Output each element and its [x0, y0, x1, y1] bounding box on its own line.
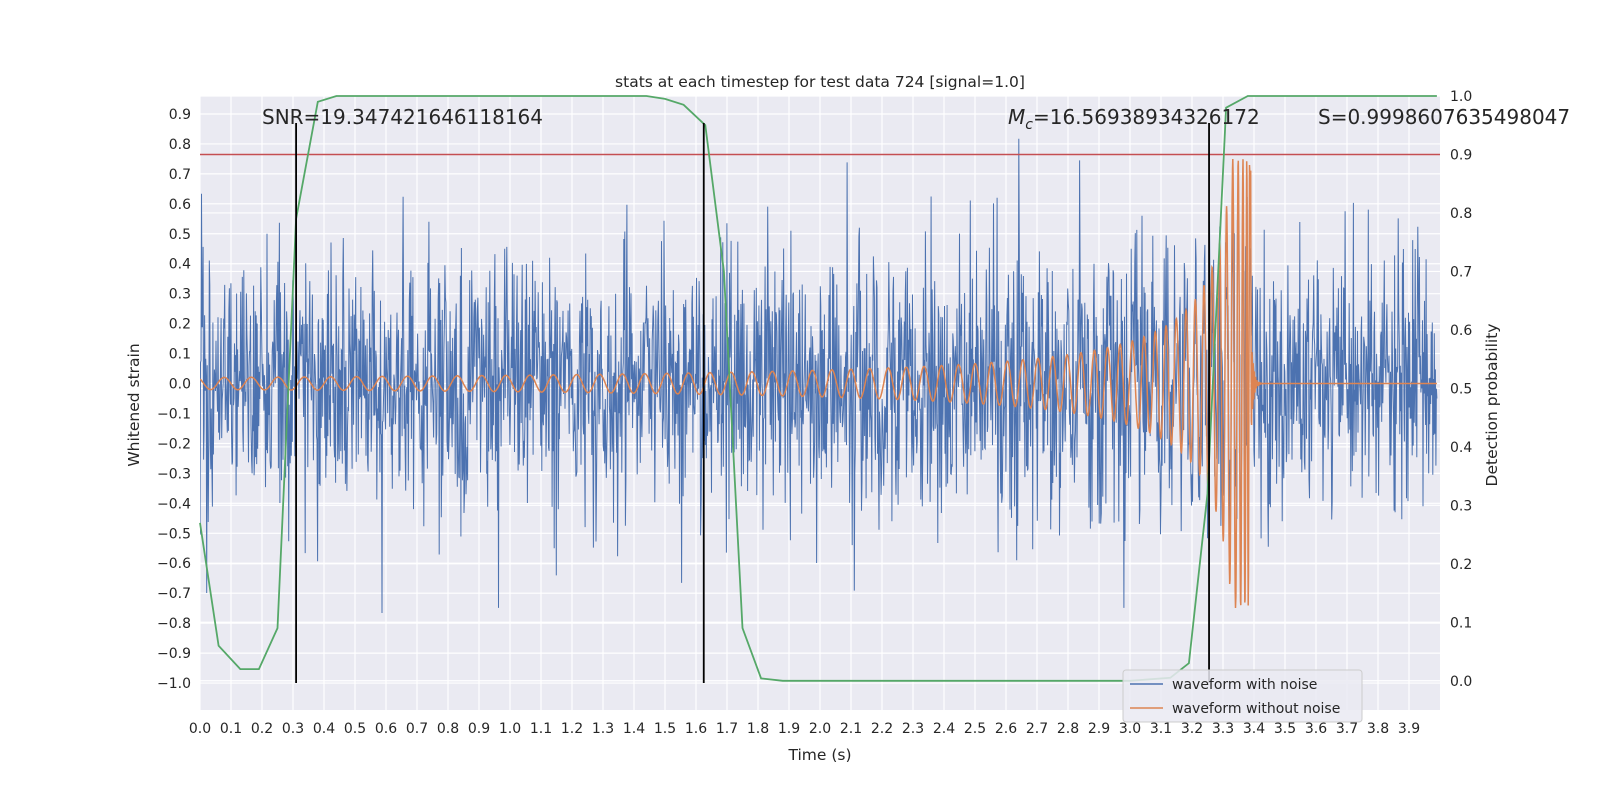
x-tick-label: 1.8	[747, 721, 769, 737]
legend-box	[1122, 669, 1363, 723]
x-tick-label: 3.8	[1367, 721, 1389, 737]
chart-title: stats at each timestep for test data 724…	[615, 73, 1025, 91]
x-tick-label: 2.6	[995, 721, 1017, 737]
x-tick-label: 3.4	[1243, 721, 1265, 737]
chirp-mass-value: =16.56938934326172	[1033, 105, 1260, 129]
y-tick-label: −0.1	[157, 406, 191, 422]
y-axis-label-right: Detection probability	[1483, 324, 1501, 487]
legend-label-clean: waveform without noise	[1172, 701, 1340, 717]
y-tick-label: 0.7	[169, 167, 191, 183]
x-tick-label: 0.2	[251, 721, 273, 737]
y-right-tick-label: 0.7	[1450, 264, 1472, 280]
y-tick-label: 0.0	[169, 377, 191, 393]
y-tick-label: 0.9	[169, 107, 191, 123]
x-tick-label: 0.1	[220, 721, 242, 737]
x-tick-label: 0.6	[375, 721, 397, 737]
legend-label-noise: waveform with noise	[1172, 677, 1317, 693]
overlay	[199, 95, 1440, 684]
x-tick-label: 2.4	[933, 721, 955, 737]
y-right-tick-label: 0.1	[1450, 615, 1472, 631]
legend: waveform with noise waveform without noi…	[1122, 669, 1363, 723]
y-tick-label: −0.9	[157, 646, 191, 662]
y-tick-label: 0.6	[169, 197, 191, 213]
y-right-tick-label: 0.4	[1450, 440, 1472, 456]
x-tick-label: 2.8	[1057, 721, 1079, 737]
y-tick-label: −0.4	[157, 496, 191, 512]
x-tick-label: 1.4	[623, 721, 645, 737]
y-tick-label: 0.8	[169, 137, 191, 153]
series-line-detection-probability	[199, 95, 1437, 682]
x-tick-label: 3.1	[1150, 721, 1172, 737]
x-tick-label: 3.3	[1212, 721, 1234, 737]
y-tick-label: 0.5	[169, 227, 191, 243]
y-tick-label: 0.3	[169, 287, 191, 303]
x-tick-label: 1.9	[778, 721, 800, 737]
y-tick-label: −0.3	[157, 466, 191, 482]
chirp-mass-symbol: M	[1008, 105, 1025, 129]
x-tick-label: 2.1	[840, 721, 862, 737]
ticks: 0.0 0.1 0.2 0.3 0.4 0.5 0.6 0.7 0.8 0.9 1.0 1.1 1.2 1…	[157, 89, 1472, 737]
y-right-tick-label: 0.9	[1450, 147, 1472, 163]
x-tick-label: 1.0	[499, 721, 521, 737]
y-tick-label: −0.2	[157, 436, 191, 452]
y-right-tick-label: 0.8	[1450, 206, 1472, 222]
y-tick-label: −0.7	[157, 586, 191, 602]
x-tick-label: 0.9	[468, 721, 490, 737]
y-right-tick-label: 1.0	[1450, 89, 1472, 105]
chirp-mass-subscript: c	[1025, 117, 1033, 133]
x-tick-label: 0.4	[313, 721, 335, 737]
x-tick-label: 1.6	[685, 721, 707, 737]
chirp-mass-annotation: Mc=16.56938934326172	[1008, 105, 1260, 133]
x-tick-label: 2.9	[1088, 721, 1110, 737]
y-tick-label: 0.4	[169, 257, 191, 273]
x-tick-label: 0.0	[189, 721, 211, 737]
x-tick-label: 0.7	[406, 721, 428, 737]
s-annotation: S=0.9998607635498047	[1318, 105, 1570, 129]
y-tick-label: −1.0	[157, 676, 191, 692]
x-tick-label: 3.9	[1398, 721, 1420, 737]
x-tick-label: 3.5	[1274, 721, 1296, 737]
x-tick-label: 1.5	[654, 721, 676, 737]
x-tick-label: 0.8	[437, 721, 459, 737]
y-right-tick-label: 0.5	[1450, 381, 1472, 397]
x-tick-label: 2.0	[809, 721, 831, 737]
y-tick-label: −0.5	[157, 526, 191, 542]
x-tick-label: 1.7	[716, 721, 738, 737]
y-tick-label: 0.1	[169, 347, 191, 363]
x-tick-label: 3.2	[1181, 721, 1203, 737]
x-tick-label: 3.0	[1119, 721, 1141, 737]
y-right-tick-label: 0.0	[1450, 674, 1472, 690]
y-tick-label: −0.6	[157, 556, 191, 572]
y-tick-label: −0.8	[157, 616, 191, 632]
x-tick-label: 0.5	[344, 721, 366, 737]
y-right-tick-label: 0.6	[1450, 323, 1472, 339]
x-tick-label: 3.6	[1305, 721, 1327, 737]
snr-annotation: SNR=19.347421646118164	[262, 105, 543, 129]
x-axis-label: Time (s)	[787, 746, 851, 764]
x-tick-label: 1.2	[561, 721, 583, 737]
series-line-waveform-without-noise	[200, 158, 1437, 609]
x-tick-label: 2.3	[902, 721, 924, 737]
x-tick-label: 1.1	[530, 721, 552, 737]
y-axis-label: Whitened strain	[125, 343, 143, 466]
x-tick-label: 2.2	[871, 721, 893, 737]
y-right-tick-label: 0.3	[1450, 498, 1472, 514]
x-tick-label: 1.3	[592, 721, 614, 737]
y-right-tick-label: 0.2	[1450, 557, 1472, 573]
x-tick-label: 2.7	[1026, 721, 1048, 737]
x-tick-label: 3.7	[1336, 721, 1358, 737]
x-tick-label: 2.5	[964, 721, 986, 737]
x-tick-label: 0.3	[282, 721, 304, 737]
y-tick-label: 0.2	[169, 317, 191, 333]
